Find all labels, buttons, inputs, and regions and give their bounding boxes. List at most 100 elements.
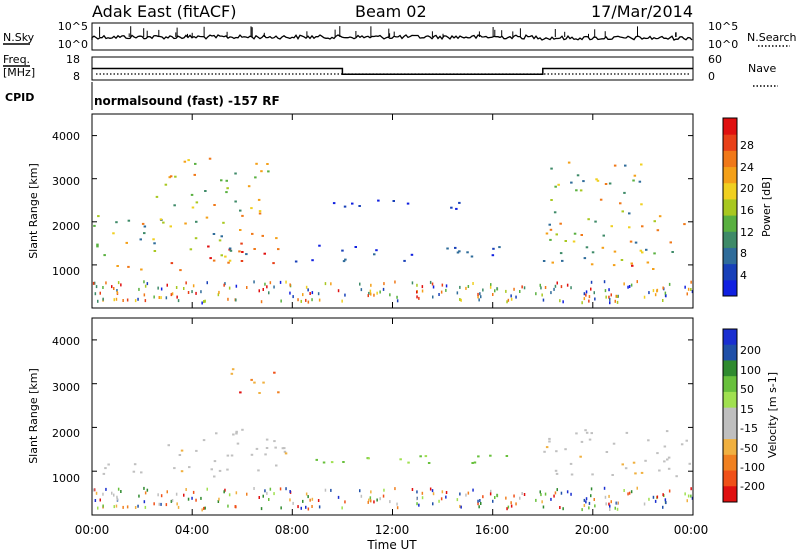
power-noise xyxy=(690,288,692,291)
velocity-cell xyxy=(555,472,559,475)
velocity-noise xyxy=(416,490,418,494)
velocity-noise xyxy=(636,486,638,490)
velocity-noise xyxy=(143,486,145,490)
power-ytick-1000: 1000 xyxy=(52,265,80,278)
power-noise xyxy=(590,280,593,284)
power-cell xyxy=(621,210,624,213)
power-noise xyxy=(687,287,690,291)
power-cell xyxy=(263,252,266,255)
power-noise xyxy=(305,298,307,302)
velocity-cell xyxy=(213,460,217,463)
power-noise xyxy=(588,295,591,299)
power-cell xyxy=(619,202,622,205)
power-cell xyxy=(559,222,562,225)
power-cell xyxy=(222,221,225,224)
velocity-noise xyxy=(456,498,459,502)
velocity-noise xyxy=(492,499,494,503)
power-cell xyxy=(194,237,198,240)
velocity-noise xyxy=(686,499,688,503)
power-noise xyxy=(540,286,542,290)
velocity-noise xyxy=(583,504,586,507)
power-cell xyxy=(373,253,376,256)
power-colorbar-segment xyxy=(723,231,737,248)
power-cell xyxy=(153,242,156,245)
velocity-noise xyxy=(280,506,282,510)
velocity-noise xyxy=(566,490,569,494)
velocity-noise xyxy=(421,496,424,500)
velocity-cell xyxy=(195,449,198,452)
velocity-cell xyxy=(545,446,549,449)
velocity-cell xyxy=(322,461,326,464)
power-y-ticks: 1000 2000 3000 4000 xyxy=(52,130,80,278)
power-noise xyxy=(368,291,370,295)
power-cell xyxy=(491,254,495,257)
power-noise xyxy=(235,284,238,288)
velocity-noise xyxy=(432,502,434,506)
velocity-noise xyxy=(379,497,381,501)
velocity-cell xyxy=(579,455,582,458)
power-cell xyxy=(545,232,549,235)
power-cell xyxy=(239,229,242,231)
power-noise xyxy=(117,281,120,285)
power-noise xyxy=(138,287,140,291)
power-cbar-tick-16: 16 xyxy=(740,204,754,217)
power-noise xyxy=(307,288,309,292)
power-noise xyxy=(628,285,631,288)
power-noise xyxy=(445,284,448,288)
velocity-noise xyxy=(553,494,555,498)
power-cell xyxy=(630,262,633,265)
power-noise xyxy=(185,281,187,285)
power-panel-frame xyxy=(91,113,694,309)
velocity-noise xyxy=(206,487,208,491)
power-noise xyxy=(146,282,149,286)
power-cell xyxy=(189,248,193,251)
power-cell xyxy=(257,198,261,201)
velocity-cell xyxy=(330,461,334,464)
power-cell xyxy=(240,260,244,262)
velocity-cell xyxy=(663,460,666,463)
nave-tick-low: 0 xyxy=(708,70,715,83)
power-noise xyxy=(126,298,129,302)
power-cell xyxy=(103,254,106,257)
power-noise xyxy=(95,285,98,289)
power-cell xyxy=(153,250,157,252)
power-noise xyxy=(510,297,513,301)
power-cell xyxy=(258,212,262,215)
power-noise xyxy=(566,283,569,287)
velocity-cell xyxy=(663,445,667,448)
power-noise xyxy=(604,289,607,293)
velocity-cell xyxy=(258,392,261,394)
velocity-colorbar-segment xyxy=(723,423,737,440)
power-cell xyxy=(183,160,187,163)
power-cell xyxy=(179,269,182,272)
power-cell xyxy=(212,233,216,235)
power-cell xyxy=(620,259,624,261)
velocity-cell xyxy=(264,453,267,456)
velocity-noise xyxy=(117,487,120,491)
velocity-noise xyxy=(157,493,159,497)
velocity-noise xyxy=(317,499,320,502)
power-noise xyxy=(94,292,97,296)
power-cell xyxy=(294,260,298,263)
velocity-cell xyxy=(281,447,285,450)
beam-title: Beam 02 xyxy=(355,2,427,21)
velocity-noise xyxy=(562,507,564,511)
power-cell xyxy=(645,248,648,251)
power-cell xyxy=(575,189,578,192)
velocity-cell xyxy=(427,462,431,464)
power-noise xyxy=(330,282,332,286)
velocity-cell xyxy=(611,474,614,476)
velocity-noise xyxy=(616,507,619,511)
power-noise xyxy=(191,290,193,294)
power-noise xyxy=(143,293,146,297)
velocity-noise xyxy=(302,499,304,503)
power-noise xyxy=(176,295,178,299)
power-cell xyxy=(549,228,553,231)
power-cell xyxy=(375,249,378,252)
power-noise xyxy=(583,292,586,296)
velocity-colorbar-segment xyxy=(723,486,737,503)
velocity-noise xyxy=(627,492,629,496)
velocity-cell xyxy=(647,439,650,442)
power-noise xyxy=(200,290,202,294)
velocity-noise xyxy=(441,490,444,494)
